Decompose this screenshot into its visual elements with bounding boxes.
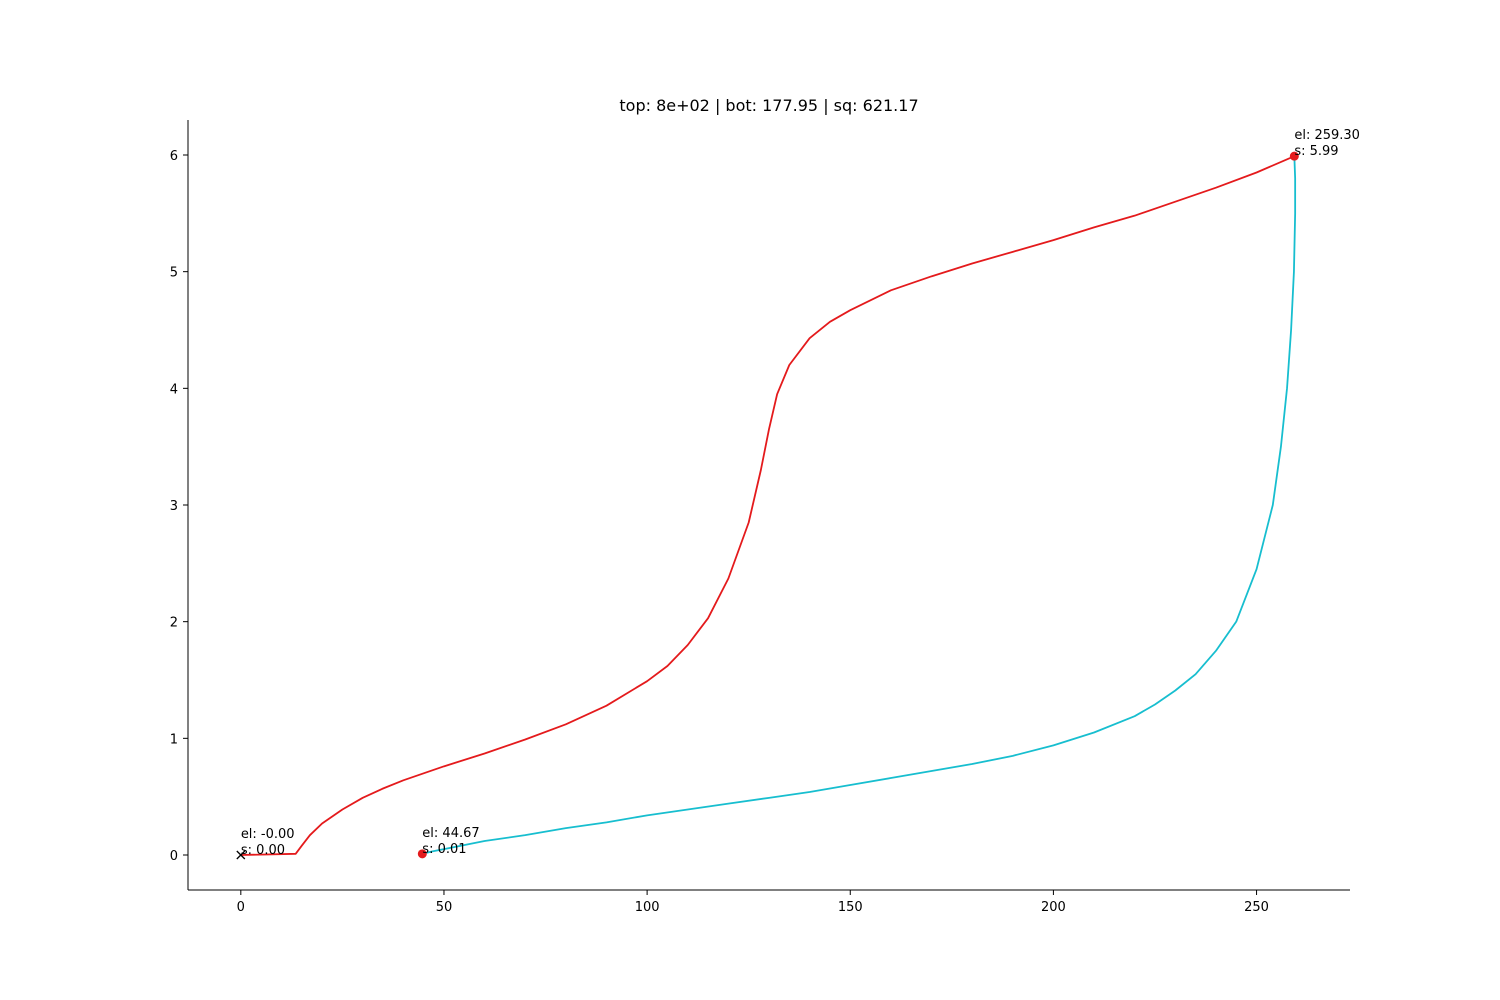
chart-title: top: 8e+02 | bot: 177.95 | sq: 621.17 — [619, 96, 918, 115]
x-tick-label: 50 — [436, 900, 453, 915]
x-ticks: 0 50 100 150 200 250 — [237, 890, 1269, 915]
y-ticks: 0 1 2 3 4 5 6 — [170, 149, 188, 864]
y-tick-label: 6 — [170, 149, 178, 164]
annotation-layer: el: -0.00 s: 0.00 el: 259.30 s: 5.99 el: 44.… — [241, 128, 1360, 858]
axes — [187, 120, 1350, 891]
annotation-line: s: 0.01 — [422, 842, 466, 857]
annotation-line: el: -0.00 — [241, 827, 295, 842]
y-tick-label: 1 — [170, 732, 178, 747]
point-annotation: el: -0.00 s: 0.00 — [241, 827, 295, 858]
x-tick-label: 100 — [635, 900, 660, 915]
marker-layer — [236, 151, 1299, 860]
point-annotation: el: 259.30 s: 5.99 — [1294, 128, 1360, 159]
y-tick-label: 4 — [170, 382, 178, 397]
annotation-line: el: 259.30 — [1294, 128, 1360, 143]
x-tick-label: 200 — [1041, 900, 1066, 915]
start-x-marker — [236, 850, 246, 860]
annotation-line: el: 44.67 — [422, 826, 479, 841]
annotation-line: s: 5.99 — [1294, 144, 1338, 159]
annotation-line: s: 0.00 — [241, 843, 285, 858]
point-marker — [417, 849, 427, 859]
y-tick-label: 2 — [170, 616, 178, 631]
y-tick-label: 5 — [170, 266, 178, 281]
point-marker — [1289, 151, 1299, 161]
x-tick-label: 250 — [1244, 900, 1269, 915]
y-tick-label: 0 — [170, 849, 178, 864]
series-layer — [239, 155, 1297, 856]
point-annotation: el: 44.67 s: 0.01 — [422, 826, 479, 857]
series-line-2 — [421, 155, 1297, 855]
x-tick-label: 150 — [838, 900, 863, 915]
y-tick-label: 3 — [170, 499, 178, 514]
series-line-1 — [239, 155, 1296, 856]
x-tick-label: 0 — [237, 900, 245, 915]
